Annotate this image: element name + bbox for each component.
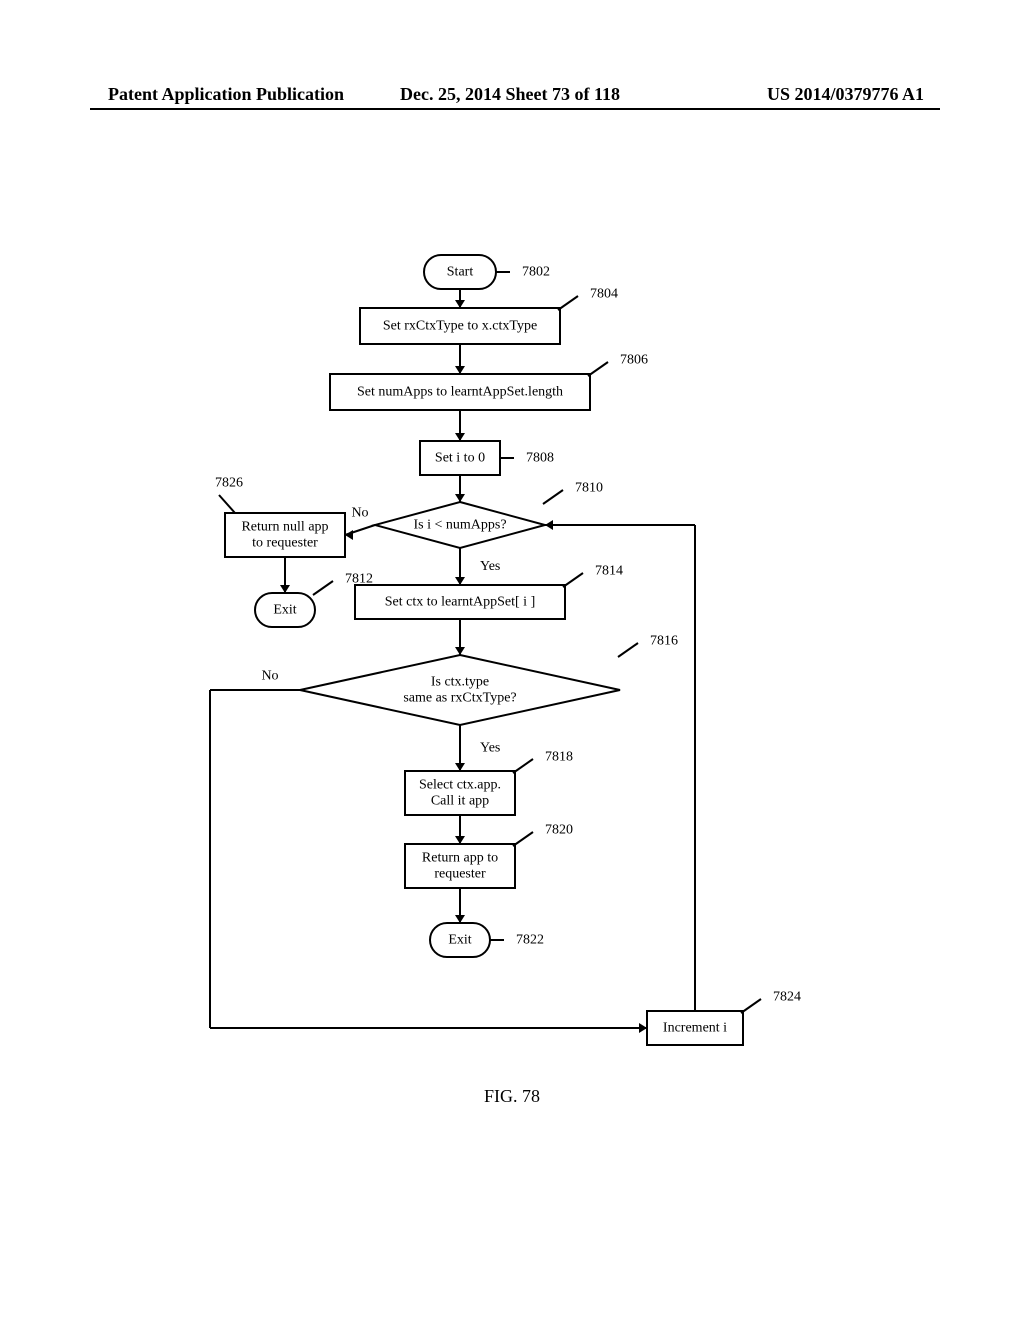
svg-text:7802: 7802 — [522, 265, 550, 280]
svg-text:Exit: Exit — [448, 933, 471, 948]
svg-text:Increment i: Increment i — [663, 1021, 727, 1036]
svg-text:same as rxCtxType?: same as rxCtxType? — [403, 691, 516, 706]
svg-text:7808: 7808 — [526, 451, 554, 466]
svg-text:Select ctx.app.: Select ctx.app. — [419, 778, 501, 793]
svg-text:7810: 7810 — [575, 481, 603, 496]
header-left: Patent Application Publication — [108, 84, 344, 105]
svg-text:7826: 7826 — [215, 476, 243, 491]
svg-text:7822: 7822 — [516, 933, 544, 948]
svg-text:7820: 7820 — [545, 823, 573, 838]
svg-text:Call it app: Call it app — [431, 794, 489, 809]
svg-text:7824: 7824 — [773, 990, 801, 1005]
header-rule — [90, 108, 940, 110]
flowchart-svg: Start 7802 Set rxCtxType to x.ctxType 7804 S… — [180, 250, 840, 1080]
svg-text:7804: 7804 — [590, 287, 618, 302]
svg-text:Set rxCtxType to x.ctxType: Set rxCtxType to x.ctxType — [383, 319, 537, 334]
svg-text:Yes: Yes — [480, 741, 500, 756]
svg-text:7806: 7806 — [620, 353, 648, 368]
svg-text:Set numApps to learntAppSet.le: Set numApps to learntAppSet.length — [357, 385, 563, 400]
svg-text:No: No — [261, 669, 278, 684]
svg-text:7814: 7814 — [595, 564, 623, 579]
svg-text:Yes: Yes — [480, 559, 500, 574]
svg-text:No: No — [351, 506, 368, 521]
svg-text:Start: Start — [447, 265, 474, 280]
svg-text:Set i to 0: Set i to 0 — [435, 451, 485, 466]
svg-text:Is ctx.type: Is ctx.type — [431, 675, 489, 690]
header-mid: Dec. 25, 2014 Sheet 73 of 118 — [400, 84, 620, 105]
header-right: US 2014/0379776 A1 — [767, 84, 924, 105]
svg-text:7818: 7818 — [545, 750, 573, 765]
svg-text:Is i < numApps?: Is i < numApps? — [413, 518, 506, 533]
svg-text:7816: 7816 — [650, 634, 678, 649]
svg-text:Set ctx to learntAppSet[ i ]: Set ctx to learntAppSet[ i ] — [385, 595, 535, 610]
figure-label: FIG. 78 — [0, 1086, 1024, 1107]
svg-text:Return app to: Return app to — [422, 851, 498, 866]
svg-text:to requester: to requester — [252, 536, 318, 551]
svg-text:Return null app: Return null app — [241, 520, 328, 535]
svg-text:requester: requester — [434, 867, 486, 882]
svg-text:Exit: Exit — [273, 603, 296, 618]
